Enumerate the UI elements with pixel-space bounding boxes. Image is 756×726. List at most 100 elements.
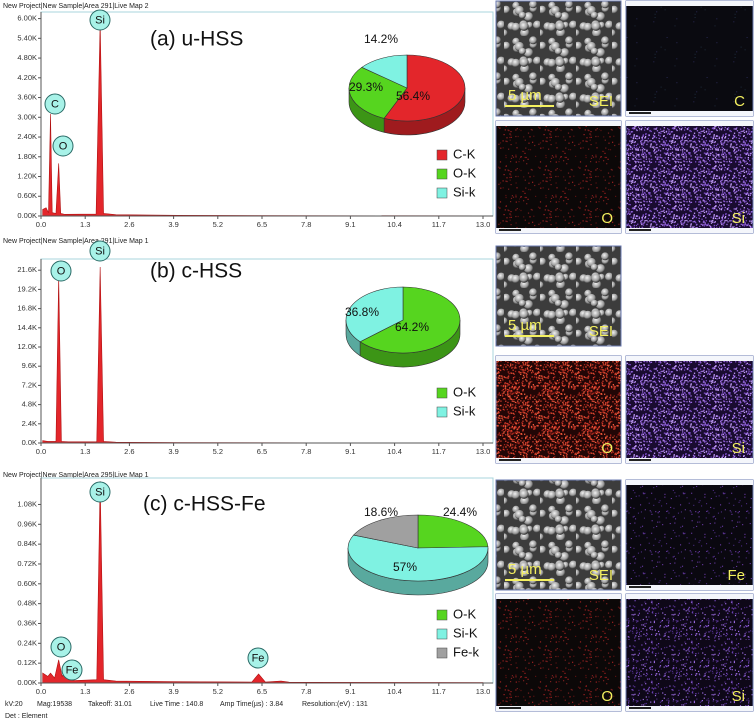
panel-header: New Project|New Sample|Area 295|Live Map… <box>3 472 149 479</box>
y-tick-label: 1.80K <box>17 152 37 161</box>
y-tick-label: 0.36K <box>17 618 37 627</box>
panel-header: New Project|New Sample|Area 291|Live Map… <box>3 3 149 10</box>
y-tick-label: 21.6K <box>17 265 37 274</box>
micrograph <box>625 593 754 712</box>
x-tick-label: 1.3 <box>80 447 90 456</box>
micrograph-label: Si <box>732 210 745 227</box>
map-header-bar <box>626 356 753 361</box>
footer-text: Resolution:(eV) : 131 <box>302 701 368 708</box>
legend-swatch <box>436 168 448 180</box>
pie-slice <box>353 514 419 549</box>
map-header-bar <box>626 480 753 485</box>
footer-text: kV:20 <box>5 701 23 708</box>
map-scale-bar <box>499 707 521 709</box>
micrograph-label: O <box>601 210 613 227</box>
footer-text: Amp Time(µs) : 3.84 <box>220 701 283 708</box>
pie-slice <box>383 54 466 122</box>
micrograph-label: SEI <box>589 567 613 584</box>
peak-label-circle <box>89 240 111 262</box>
y-tick-label: 0.0K <box>22 438 37 447</box>
x-tick-label: 0.0 <box>36 687 46 696</box>
pie-slice <box>348 66 408 119</box>
y-tick-label: 1.20K <box>17 172 37 181</box>
peak-label: O <box>57 641 66 653</box>
legend-label: O-K <box>453 606 476 621</box>
map-header-bar <box>496 594 621 599</box>
x-tick-label: 0.0 <box>36 220 46 229</box>
panel-header: New Project|New Sample|Area 291|Live Map… <box>3 238 149 245</box>
x-tick-label: 11.7 <box>432 687 446 696</box>
scale-label: 5 µm <box>508 317 542 334</box>
peak-label-circle <box>89 9 111 31</box>
x-tick-label: 10.4 <box>387 220 402 229</box>
chart-title: (c) c-HSS-Fe <box>143 493 266 516</box>
x-tick-label: 1.3 <box>80 220 90 229</box>
y-tick-label: 14.4K <box>17 323 37 332</box>
peak-label: O <box>57 265 66 277</box>
footer-text: Det : Element <box>5 713 47 720</box>
peak-label-circle <box>44 93 66 115</box>
chart-title: (a) u-HSS <box>150 28 243 51</box>
x-tick-label: 5.2 <box>213 447 223 456</box>
map-scale-bar <box>499 229 521 231</box>
legend-swatch <box>436 609 448 621</box>
y-tick-label: 0.12K <box>17 658 37 667</box>
map-footer-bar <box>626 228 753 233</box>
scale-label: 5 µm <box>508 87 542 104</box>
y-tick-label: 3.00K <box>17 112 37 121</box>
footer-text: Mag:19538 <box>37 701 72 708</box>
x-tick-label: 7.8 <box>301 447 311 456</box>
y-tick-label: 0.84K <box>17 539 37 548</box>
micrograph-label: Si <box>732 688 745 705</box>
y-tick-label: 7.2K <box>22 380 37 389</box>
map-footer-bar <box>496 458 621 463</box>
map-scale-bar <box>629 586 651 588</box>
x-tick-label: 2.6 <box>124 687 134 696</box>
map-header-bar <box>626 121 753 126</box>
pie-slice <box>417 514 489 549</box>
legend-label: O-K <box>453 165 476 180</box>
x-tick-label: 13.0 <box>476 447 491 456</box>
y-tick-label: 0.96K <box>17 519 37 528</box>
map-scale-bar <box>629 459 651 461</box>
legend-swatch <box>436 149 448 161</box>
x-tick-label: 13.0 <box>476 220 491 229</box>
map-header-bar <box>626 594 753 599</box>
x-tick-label: 3.9 <box>168 220 178 229</box>
map-footer-bar <box>496 706 621 711</box>
y-tick-label: 19.2K <box>17 284 37 293</box>
peak-label-circle <box>50 260 72 282</box>
x-tick-label: 6.5 <box>257 447 267 456</box>
map-scale-bar <box>629 112 651 114</box>
micrograph-label: SEI <box>589 93 613 110</box>
micrograph-label: Si <box>732 440 745 457</box>
peak-label-circle <box>52 135 74 157</box>
x-tick-label: 9.1 <box>345 220 355 229</box>
y-tick-label: 4.80K <box>17 53 37 62</box>
y-tick-label: 0.00K <box>17 678 37 687</box>
x-tick-label: 6.5 <box>257 220 267 229</box>
micrograph-label: Fe <box>727 567 745 584</box>
footer-text: Live Time : 140.8 <box>150 701 203 708</box>
legend-label: Si-k <box>453 403 476 418</box>
x-tick-label: 13.0 <box>476 687 491 696</box>
x-tick-label: 10.4 <box>387 687 402 696</box>
x-tick-label: 7.8 <box>301 687 311 696</box>
peak-label-circle <box>247 647 269 669</box>
y-tick-label: 0.72K <box>17 559 37 568</box>
map-header-bar <box>496 356 621 361</box>
x-tick-label: 9.1 <box>345 687 355 696</box>
x-tick-label: 2.6 <box>124 220 134 229</box>
y-tick-label: 0.48K <box>17 599 37 608</box>
y-tick-label: 1.08K <box>17 499 37 508</box>
footer-text: Takeoff: 31.01 <box>88 701 132 708</box>
pie-slice <box>345 286 404 343</box>
y-tick-label: 4.20K <box>17 73 37 82</box>
y-tick-label: 0.60K <box>17 191 37 200</box>
legend-swatch <box>436 406 448 418</box>
x-tick-label: 9.1 <box>345 447 355 456</box>
x-tick-label: 6.5 <box>257 687 267 696</box>
micrograph <box>495 245 622 347</box>
peak-label-circle <box>61 659 83 681</box>
